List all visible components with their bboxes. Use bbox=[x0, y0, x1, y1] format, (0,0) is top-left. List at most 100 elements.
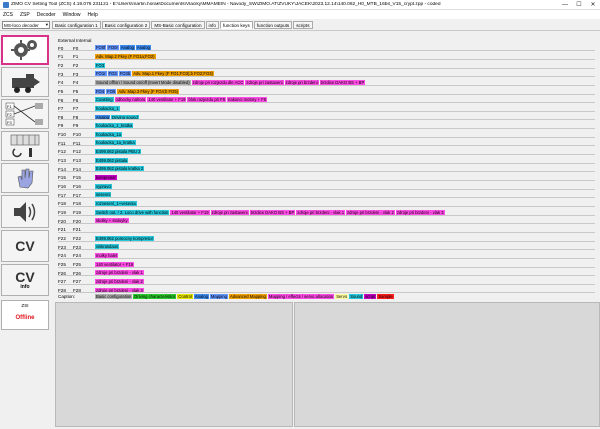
fkey-row[interactable]: F20 F20 skolky + stoluyky bbox=[55, 218, 600, 225]
sidebar-item-function-mapping[interactable]: F1 F2 F3 bbox=[1, 99, 49, 129]
fkey-assignment-tag[interactable]: sesenni bbox=[95, 192, 112, 198]
fkey-assignment-tag[interactable]: houkacka_1a bbox=[95, 131, 122, 138]
fkey-assignment-tag[interactable]: Switch out. / 2. Loco drive with functio… bbox=[95, 209, 170, 216]
fkey-assignment-tag[interactable]: FO3 bbox=[107, 71, 118, 77]
fkey-row[interactable]: F6 F6 Coasting odbocky nahoru 140 ventilator… bbox=[55, 97, 600, 104]
fkey-assignment-tag[interactable]: FO5 bbox=[106, 88, 117, 95]
fkey-assignment-tag[interactable]: E499.062 pomocny kompresor bbox=[95, 235, 155, 242]
tab-ms-basic-configuration[interactable]: MS-Basic configuration bbox=[151, 21, 205, 29]
fkey-row[interactable]: F8 F8 Analog Driving sound bbox=[55, 114, 600, 121]
sidebar-item-cv[interactable]: CV bbox=[1, 230, 49, 262]
tab-basic-configuration-2[interactable]: Basic configuration 2 bbox=[101, 21, 151, 29]
sidebar-item-sound[interactable] bbox=[1, 195, 49, 228]
maximize-button[interactable]: ☐ bbox=[576, 2, 582, 8]
sidebar-item-cv-table[interactable] bbox=[1, 131, 49, 161]
tab-function-outputs[interactable]: function outputs bbox=[253, 21, 293, 29]
fkey-assignment-tag[interactable]: FO3 bbox=[95, 62, 106, 69]
fkey-assignment-tag[interactable]: 140 ventilator + F19 bbox=[147, 97, 187, 103]
close-button[interactable]: ✕ bbox=[590, 2, 596, 8]
fkey-assignment-tag[interactable]: Sound off/on / Sound on/off (Invert Mode… bbox=[95, 79, 191, 86]
fkey-assignment-tag[interactable]: Analog bbox=[135, 45, 151, 51]
fkey-assignment-tag[interactable]: houkacka_1a_kratka bbox=[95, 140, 136, 147]
fkey-assignment-tag[interactable]: kompresor bbox=[95, 175, 117, 181]
tab-scripts[interactable]: scripts bbox=[293, 21, 313, 29]
fkey-assignment-tag[interactable]: nakonci motory + F5 bbox=[227, 97, 268, 103]
fkey-assignment-tag[interactable]: Coasting bbox=[95, 97, 114, 103]
fkey-assignment-tag[interactable]: FO0r bbox=[107, 45, 119, 51]
fkey-assignment-tag[interactable]: FO0f bbox=[95, 45, 107, 51]
fkey-row[interactable]: F16 F16 vypravci bbox=[55, 183, 600, 190]
fkey-assignment-tag[interactable]: E499.062 pistala kratka 2 bbox=[95, 166, 145, 173]
fkey-assignment-tag[interactable]: FO3b bbox=[118, 71, 132, 77]
fkey-assignment-tag[interactable]: Analog bbox=[119, 45, 135, 51]
fkey-row[interactable]: F14 F14 E499.062 pistala kratka 2 bbox=[55, 166, 600, 173]
fkey-row[interactable]: F2 F2 FO3 bbox=[55, 62, 600, 69]
tab-basic-configuration-1[interactable]: Basic configuration 1 bbox=[52, 21, 101, 29]
sidebar-item-configuration[interactable] bbox=[1, 35, 49, 65]
fkey-assignment-tag[interactable]: houkacka_1 bbox=[95, 105, 120, 112]
fkey-assignment-tag[interactable]: skolky + stoluyky bbox=[95, 218, 129, 224]
menu-help[interactable]: Help bbox=[87, 11, 98, 18]
fkey-row[interactable]: F9 F9 houkacka_1_kratka bbox=[55, 123, 600, 130]
fkey-row[interactable]: F0 F0 FO0f FO0r Analog Analog bbox=[55, 45, 600, 52]
fkey-assignment-tag[interactable]: FO4 bbox=[95, 88, 106, 95]
fkey-assignment-tag[interactable]: houkacka_1_kratka bbox=[95, 123, 134, 129]
fkey-row[interactable]: F15 F15 kompresor bbox=[55, 175, 600, 182]
tab-function-keys[interactable]: function keys bbox=[219, 21, 253, 29]
tab-info[interactable]: info bbox=[205, 21, 219, 29]
fkey-assignment-tag[interactable]: zdroje pri brzdeni - vlak 1 bbox=[95, 270, 144, 276]
fkey-assignment-tag[interactable]: vypravci bbox=[95, 183, 113, 190]
fkey-assignment-tag[interactable]: E499.062 pistala bbox=[95, 157, 129, 164]
fkey-assignment-tag[interactable]: Adv. Map.3 Fkey (F FO4;b FO5) bbox=[117, 88, 180, 95]
fkey-assignment-tag[interactable]: rozvesení_1+vesenia bbox=[95, 201, 137, 207]
fkey-row[interactable]: F11 F11 houkacka_1a_kratka bbox=[55, 140, 600, 147]
fkey-assignment-tag[interactable]: zdroje pri brzdeni - vlak 2 bbox=[95, 278, 144, 285]
fkey-assignment-tag[interactable]: mulky halet bbox=[95, 252, 119, 259]
fkey-assignment-tag[interactable]: viskrasdaus bbox=[95, 244, 120, 250]
fkey-assignment-tag[interactable]: E499.062 pistala PBU 2 bbox=[95, 149, 142, 155]
fkey-assignment-tag[interactable]: brzdice DAKO BS + BP bbox=[319, 79, 366, 86]
sidebar-item-cv-info[interactable]: CV info bbox=[1, 264, 49, 296]
fkey-assignment-tag[interactable]: zdroje pri zastaveni bbox=[210, 209, 249, 216]
fkey-assignment-tag[interactable]: zdroje pri zastaveni bbox=[245, 79, 284, 86]
fkey-row[interactable]: F26 F26 zdroje pri brzdeni - vlak 1 bbox=[55, 270, 600, 277]
minimize-button[interactable]: — bbox=[562, 1, 568, 8]
fkey-row[interactable]: F22 F22 E499.062 pomocny kompresor bbox=[55, 235, 600, 242]
fkey-assignment-tag[interactable]: FO1r bbox=[95, 71, 107, 77]
fkey-assignment-tag[interactable]: Analog bbox=[95, 114, 111, 121]
menu-zsp[interactable]: ZSP bbox=[20, 11, 30, 18]
fkey-row[interactable]: F5 F5 FO4 FO5 Adv. Map.3 Fkey (F FO4;b FO5) bbox=[55, 88, 600, 95]
fkey-assignment-tag[interactable]: zdroje pri brzdeni - vlak 1 bbox=[296, 209, 346, 216]
sidebar-item-hand[interactable] bbox=[1, 163, 49, 193]
fkey-row[interactable]: F25 F25 140 ventilator + F19 bbox=[55, 261, 600, 268]
fkey-assignment-tag[interactable]: zdroje pri brzdeni bbox=[284, 79, 319, 86]
fkey-assignment-tag[interactable]: zdroje pri brzdeni - vlak 3 bbox=[95, 287, 144, 294]
fkey-row[interactable]: F10 F10 houkacka_1a bbox=[55, 131, 600, 138]
fkey-row[interactable]: F23 F23 viskrasdaus bbox=[55, 244, 600, 251]
fkey-assignment-tag[interactable]: zdroje pri brzdeni - vlak 2 bbox=[346, 209, 395, 216]
fkey-row[interactable]: F27 F27 zdroje pri brzdeni - vlak 2 bbox=[55, 278, 600, 285]
fkey-assignment-tag[interactable]: Adv. Map.1 Fkey (F FO1;FO3);b FO2;FO3) bbox=[132, 71, 214, 77]
menu-zcs[interactable]: ZCS bbox=[3, 11, 13, 18]
decoder-type-select[interactable]: MS-loco decoder ▾ bbox=[2, 21, 50, 29]
menu-decoder[interactable]: Decoder bbox=[36, 11, 56, 18]
fkey-assignment-tag[interactable]: odbocky nahoru bbox=[114, 97, 147, 103]
fkey-assignment-tag[interactable]: brzdice DAKO BS + BP bbox=[249, 209, 296, 216]
fkey-row[interactable]: F1 F1 Adv. Map.2 Fkey (F FO1a;FO2) bbox=[55, 53, 600, 60]
menu-window[interactable]: Window bbox=[62, 11, 81, 18]
fkey-assignment-tag[interactable]: zdroje pri brzdeni - vlak 3 bbox=[395, 209, 445, 216]
fkey-row[interactable]: F4 F4 Sound off/on / Sound on/off (Invert … bbox=[55, 79, 600, 86]
fkey-assignment-tag[interactable]: 140 ventilator + F19 bbox=[170, 209, 210, 216]
fkey-row[interactable]: F7 F7 houkacka_1 bbox=[55, 105, 600, 112]
fkey-row[interactable]: F24 F24 mulky halet bbox=[55, 252, 600, 259]
fkey-row[interactable]: F3 F3 FO1r FO3 FO3b Adv. Map.1 Fkey (F FO1;FO… bbox=[55, 71, 600, 78]
fkey-row[interactable]: F13 F13 E499.062 pistala bbox=[55, 157, 600, 164]
fkey-row[interactable]: F12 F12 E499.062 pistala PBU 2 bbox=[55, 149, 600, 156]
fkey-row[interactable]: F17 F17 sesenni bbox=[55, 192, 600, 199]
fkey-row[interactable]: F19 F19 Switch out. / 2. Loco drive with f… bbox=[55, 209, 600, 216]
fkey-assignment-tag[interactable]: 140 ventilator + F19 bbox=[95, 261, 135, 268]
fkey-assignment-tag[interactable]: Adv. Map.2 Fkey (F FO1a;FO2) bbox=[95, 53, 156, 60]
fkey-assignment-tag[interactable]: zdroje pri rozjezdu dle ACC bbox=[191, 79, 245, 86]
fkey-row[interactable]: F21 F21 bbox=[55, 227, 600, 233]
fkey-assignment-tag[interactable]: blok rozjezdu pri F6 bbox=[187, 97, 227, 103]
